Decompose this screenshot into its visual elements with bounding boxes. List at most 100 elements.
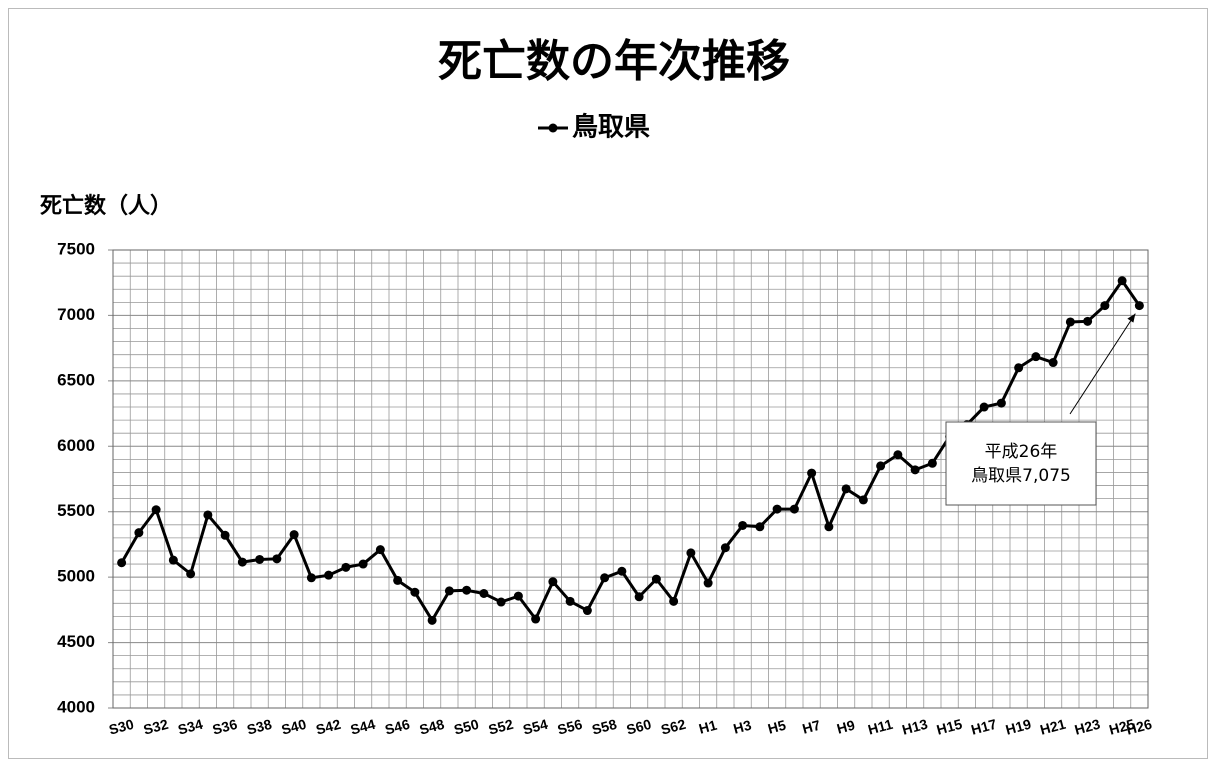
point <box>582 606 592 616</box>
point <box>289 530 299 540</box>
x-tick-label: S42 <box>314 716 342 738</box>
x-tick-label: H5 <box>766 717 788 737</box>
point <box>531 614 541 624</box>
point <box>669 596 679 606</box>
point <box>703 578 713 588</box>
x-tick-label: H3 <box>732 717 754 737</box>
annotation-text: 鳥取県7,075 <box>971 466 1071 486</box>
point <box>1100 301 1110 311</box>
x-tick-label: S36 <box>211 716 239 738</box>
x-tick-label: S50 <box>452 716 480 738</box>
point <box>203 510 213 520</box>
point <box>634 592 644 602</box>
x-tick-label: S60 <box>625 716 653 738</box>
y-tick-label: 6500 <box>57 370 95 389</box>
point <box>255 554 265 564</box>
point <box>427 615 437 625</box>
point <box>237 557 247 567</box>
y-tick-label: 4000 <box>57 697 95 716</box>
point <box>306 573 316 583</box>
x-tick-label: H13 <box>900 716 929 738</box>
point <box>1014 363 1024 373</box>
point <box>324 570 334 580</box>
point <box>565 596 575 606</box>
x-tick-label: H26 <box>1125 716 1154 738</box>
legend-marker <box>548 123 558 133</box>
point <box>789 504 799 514</box>
x-tick-label: H7 <box>801 717 823 737</box>
point <box>651 574 661 584</box>
point <box>876 461 886 471</box>
point <box>513 591 523 601</box>
point <box>393 575 403 585</box>
x-tick-label: H19 <box>1004 716 1033 738</box>
y-tick-label: 5500 <box>57 501 95 520</box>
x-tick-label: S48 <box>418 716 446 738</box>
point <box>1134 301 1144 311</box>
x-tick-label: H15 <box>935 716 964 738</box>
point <box>220 530 230 540</box>
point <box>1065 317 1075 327</box>
point <box>910 465 920 475</box>
point <box>979 402 989 412</box>
y-tick-label: 5000 <box>57 567 95 586</box>
x-tick-label: H17 <box>969 716 998 738</box>
point <box>858 495 868 505</box>
point <box>1083 316 1093 326</box>
point <box>600 573 610 583</box>
x-tick-label: S38 <box>245 716 273 738</box>
annotation-box <box>945 421 1097 506</box>
point <box>927 458 937 468</box>
point <box>996 398 1006 408</box>
point <box>462 585 472 595</box>
point <box>738 520 748 530</box>
x-tick-label: S32 <box>142 716 170 738</box>
point <box>375 545 385 555</box>
point <box>444 586 454 596</box>
point <box>186 569 196 579</box>
x-tick-label: S44 <box>349 716 377 738</box>
point <box>841 484 851 494</box>
x-tick-label: S30 <box>107 716 135 738</box>
point <box>134 528 144 538</box>
x-tick-label: H9 <box>835 717 857 737</box>
chart-title: 死亡数の年次推移 <box>438 36 790 87</box>
y-tick-label: 6000 <box>57 436 95 455</box>
plot-border <box>112 249 1149 709</box>
x-tick-label: S62 <box>659 716 687 738</box>
x-tick-label: S34 <box>176 716 204 738</box>
point <box>496 597 506 607</box>
point <box>755 522 765 532</box>
x-tick-label: S52 <box>487 716 515 738</box>
y-tick-label: 7500 <box>57 239 95 258</box>
y-tick-label: 4500 <box>57 632 95 651</box>
point <box>358 559 368 569</box>
point <box>824 522 834 532</box>
annotation-arrow <box>1069 313 1136 415</box>
x-tick-label: H23 <box>1073 716 1102 738</box>
point <box>1117 276 1127 286</box>
chart-border <box>8 8 1208 759</box>
annotation-text: 平成26年 <box>985 442 1058 462</box>
y-tick-label: 7000 <box>57 305 95 324</box>
point <box>410 587 420 597</box>
point <box>272 554 282 564</box>
point <box>720 543 730 553</box>
point <box>617 566 627 576</box>
point <box>548 577 558 587</box>
x-tick-label: S56 <box>556 716 584 738</box>
legend-label: 鳥取県 <box>572 113 650 143</box>
x-tick-label: S46 <box>383 716 411 738</box>
point <box>772 504 782 514</box>
x-tick-label: H11 <box>866 716 894 738</box>
point <box>807 468 817 478</box>
point <box>168 555 178 565</box>
y-axis-label: 死亡数（人） <box>40 193 172 219</box>
x-tick-label: S54 <box>521 716 549 738</box>
point <box>1031 352 1041 362</box>
x-tick-label: H21 <box>1038 716 1067 738</box>
x-tick-label: S40 <box>280 716 308 738</box>
x-tick-label: S58 <box>590 716 618 738</box>
